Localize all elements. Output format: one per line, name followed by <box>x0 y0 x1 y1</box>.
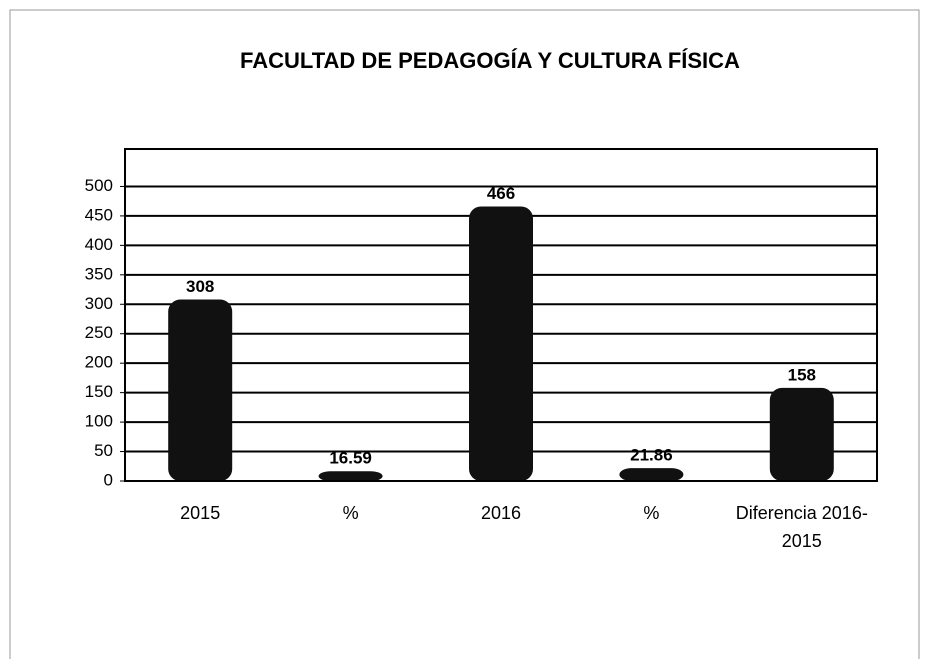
chart-title: FACULTAD DE PEDAGOGÍA Y CULTURA FÍSICA <box>240 48 740 73</box>
x-tick-label: % <box>643 503 660 523</box>
y-tick-label: 50 <box>94 441 113 460</box>
y-tick-label: 500 <box>85 176 113 195</box>
y-tick-label: 0 <box>104 470 113 489</box>
bar <box>318 471 383 481</box>
y-tick-label: 400 <box>85 235 113 254</box>
x-tick-label: 2015 <box>180 503 221 523</box>
value-label: 158 <box>788 365 816 384</box>
bar <box>769 387 834 481</box>
y-tick-label: 200 <box>85 353 113 372</box>
value-label: 16.59 <box>329 449 372 468</box>
bar <box>469 206 533 481</box>
y-tick-label: 350 <box>85 264 113 283</box>
value-label: 21.86 <box>630 446 673 465</box>
value-label: 466 <box>487 184 515 203</box>
y-tick-label: 300 <box>85 294 113 313</box>
x-tick-label: % <box>342 503 359 523</box>
bar <box>619 468 684 481</box>
chart-border <box>9 9 920 659</box>
y-tick-label: 150 <box>85 382 113 401</box>
value-label: 308 <box>186 277 214 296</box>
x-tick-label: Diferencia 2016-2015 <box>735 503 868 551</box>
x-tick-label: 2016 <box>480 503 522 523</box>
y-tick-label: 100 <box>85 412 113 431</box>
y-tick-label: 450 <box>85 205 113 224</box>
bar <box>168 299 233 481</box>
y-tick-label: 250 <box>85 323 113 342</box>
